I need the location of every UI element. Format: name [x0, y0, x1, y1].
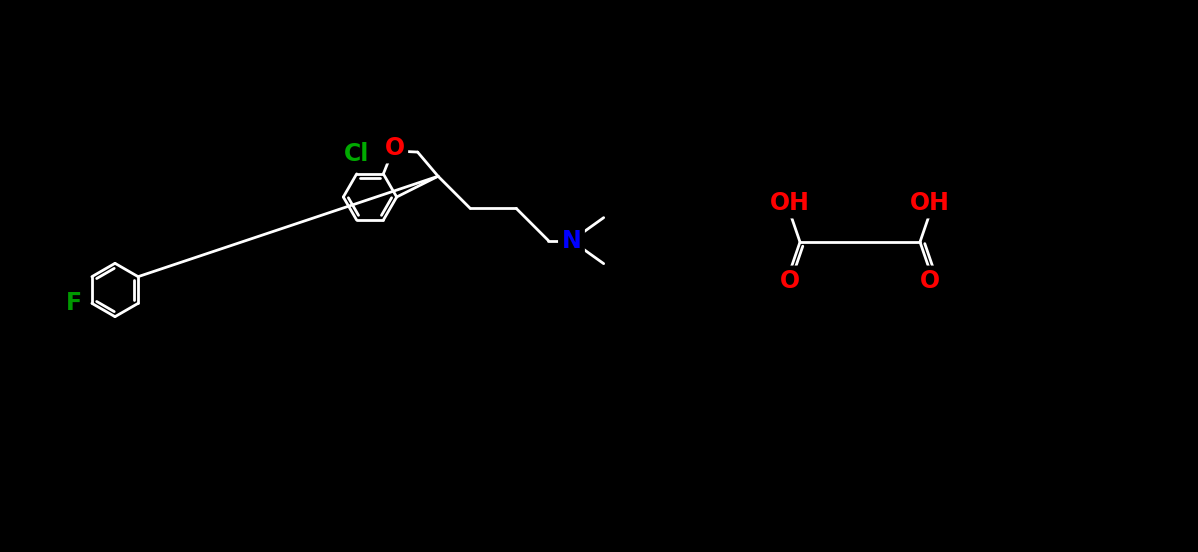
Text: Cl: Cl	[344, 142, 369, 166]
Text: O: O	[780, 269, 800, 293]
Text: N: N	[562, 229, 581, 253]
Text: OH: OH	[910, 191, 950, 215]
Text: O: O	[385, 136, 405, 160]
Text: O: O	[920, 269, 940, 293]
Text: OH: OH	[770, 191, 810, 215]
Text: F: F	[66, 291, 81, 315]
